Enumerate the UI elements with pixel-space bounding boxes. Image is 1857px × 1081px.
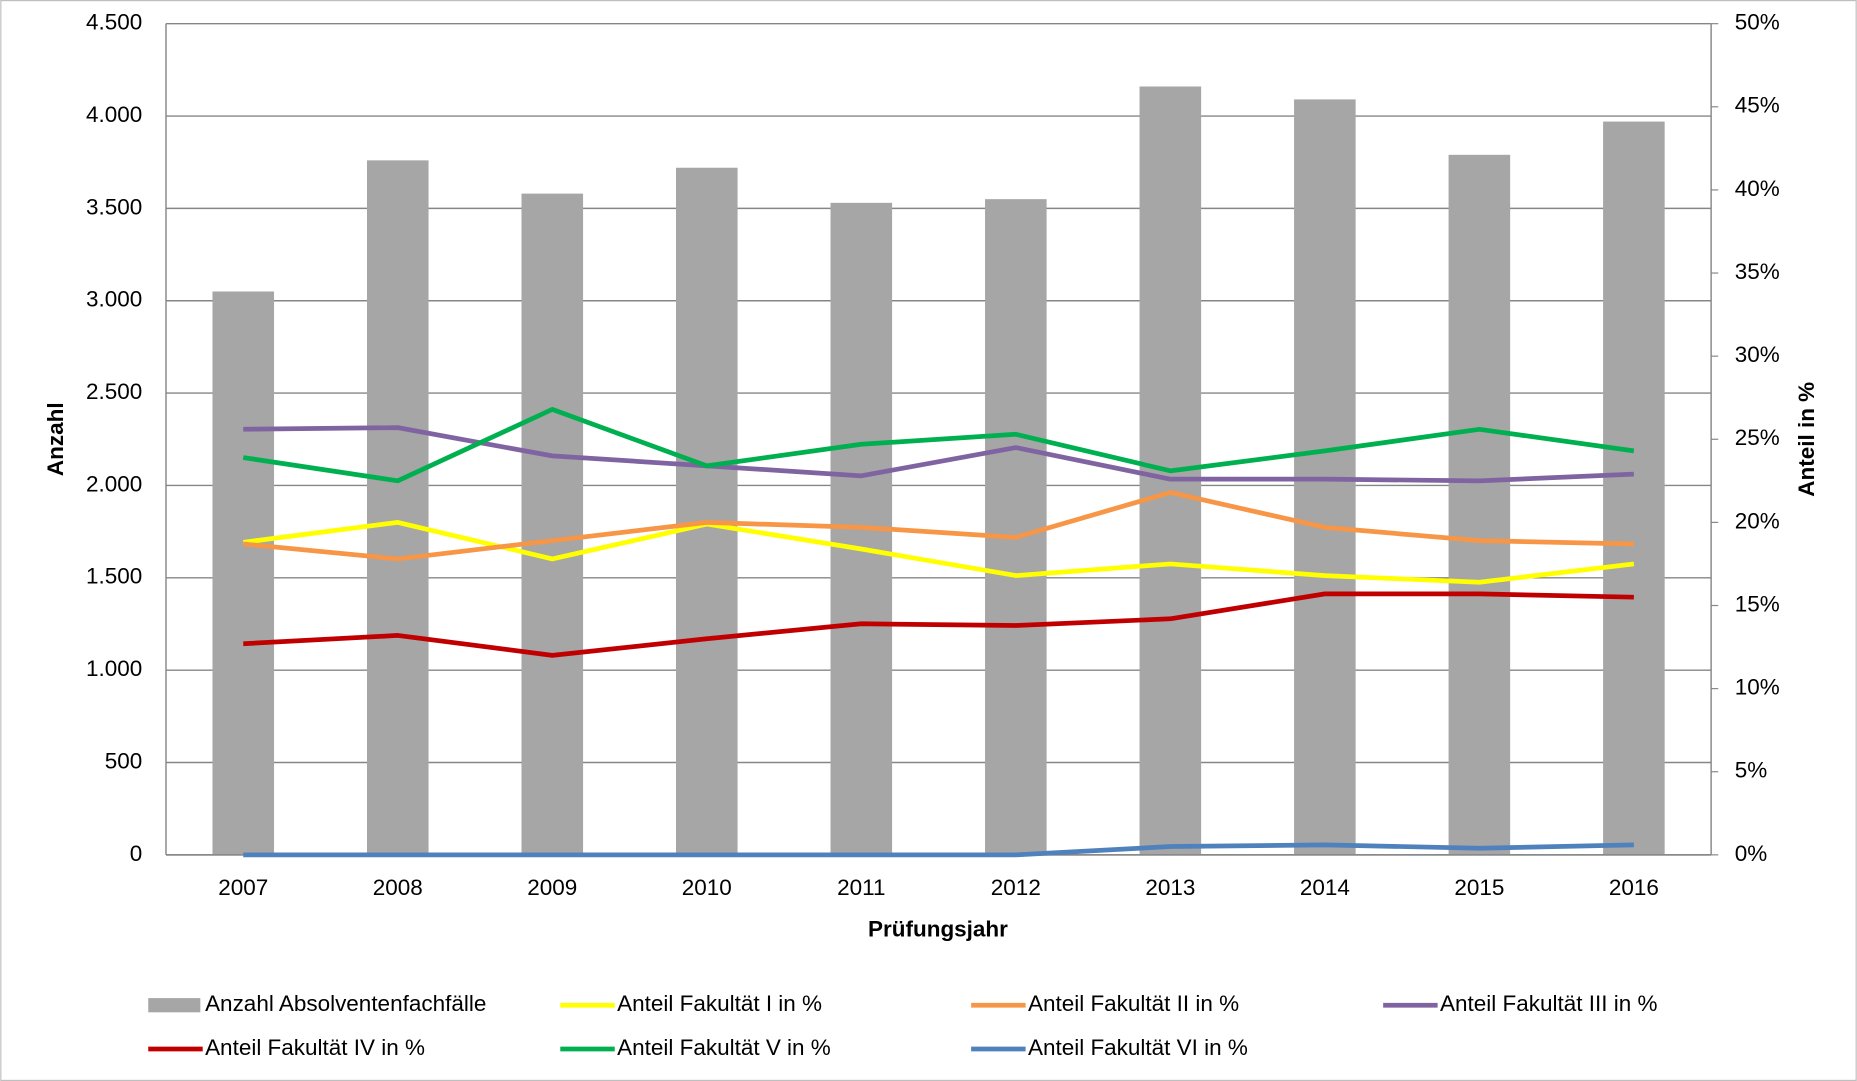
x-tick-label: 2016 — [1609, 875, 1659, 900]
line-series — [242, 520, 1635, 585]
y-tick-label: 0 — [130, 841, 143, 866]
legend-label: Anteil Fakultät V in % — [617, 1035, 831, 1060]
legend-label: Anteil Fakultät IV in % — [205, 1035, 425, 1060]
y-tick-label: 2.000 — [86, 471, 142, 496]
x-tick-label: 2009 — [527, 875, 577, 900]
y2-tick-label: 10% — [1735, 675, 1780, 700]
y-tick-label: 4.500 — [86, 10, 142, 35]
line-series — [242, 406, 1635, 484]
legend-label: Anteil Fakultät III in % — [1440, 991, 1657, 1016]
y2-tick-label: 45% — [1735, 93, 1780, 118]
bar — [212, 291, 275, 855]
y-tick-label: 3.500 — [86, 194, 142, 219]
y2-tick-label: 30% — [1735, 342, 1780, 367]
x-tick-label: 2008 — [373, 875, 423, 900]
y2-tick-label: 50% — [1735, 10, 1780, 35]
y-tick-label: 1.500 — [86, 564, 142, 589]
x-tick-label: 2012 — [991, 875, 1041, 900]
y-tick-label: 1.000 — [86, 656, 142, 681]
y-tick-label: 500 — [105, 748, 143, 773]
y2-tick-label: 25% — [1735, 425, 1780, 450]
y2-tick-label: 5% — [1735, 758, 1768, 783]
x-tick-label: 2010 — [682, 875, 732, 900]
legend-label: Anteil Fakultät II in % — [1028, 991, 1239, 1016]
bar — [521, 193, 584, 855]
line-series — [243, 591, 1634, 658]
x-tick-label: 2011 — [837, 875, 885, 900]
bar — [1448, 154, 1511, 855]
bar — [985, 199, 1047, 855]
x-tick-label: 2013 — [1145, 875, 1195, 900]
y2-axis-title: Anteil in % — [1794, 382, 1819, 497]
x-tick-label: 2014 — [1300, 875, 1350, 900]
legend-label: Anzahl Absolventenfachfälle — [205, 991, 486, 1016]
y2-tick-label: 15% — [1735, 591, 1780, 616]
bar — [676, 167, 738, 855]
legend-label: Anteil Fakultät VI in % — [1028, 1035, 1248, 1060]
line-series — [243, 842, 1634, 858]
bar — [366, 160, 429, 855]
y-axis-title: Anzahl — [43, 402, 68, 476]
x-axis-title: Prüfungsjahr — [868, 917, 1008, 942]
line-series — [243, 425, 1634, 484]
y-tick-label: 3.000 — [86, 287, 142, 312]
x-tick-label: 2015 — [1454, 875, 1504, 900]
y2-tick-label: 40% — [1735, 176, 1780, 201]
y2-tick-label: 0% — [1735, 841, 1768, 866]
legend-label: Anteil Fakultät I in % — [617, 991, 822, 1016]
line-series — [243, 490, 1634, 562]
legend-swatch — [148, 998, 201, 1013]
y-tick-label: 2.500 — [86, 379, 142, 404]
y-tick-label: 4.000 — [86, 102, 142, 127]
y2-tick-label: 35% — [1735, 259, 1780, 284]
bar — [1603, 121, 1665, 855]
x-tick-label: 2007 — [218, 875, 268, 900]
y2-tick-label: 20% — [1735, 508, 1780, 533]
